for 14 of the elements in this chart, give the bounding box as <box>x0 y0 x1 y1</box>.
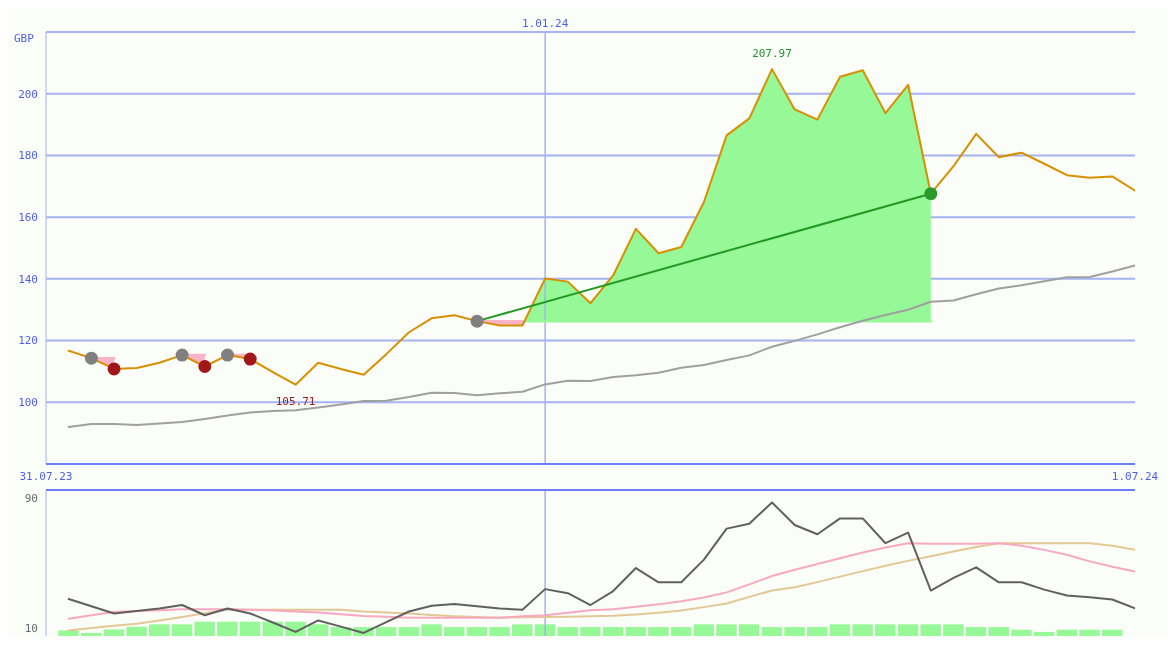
y-tick-label: 90 <box>24 492 38 506</box>
y-tick-label: 180 <box>18 149 38 163</box>
y-axis-title: GBP <box>14 31 35 45</box>
y-tick-label: 120 <box>18 334 38 348</box>
y-tick-label: 160 <box>18 211 38 225</box>
y-tick-label: 100 <box>18 396 38 410</box>
y-tick-label: 200 <box>18 87 38 101</box>
annotation: 207.97 <box>752 47 792 61</box>
y-tick-label: 10 <box>24 621 38 635</box>
x-tick-label: 31.07.23 <box>19 469 73 483</box>
x-tick-label: 1.07.24 <box>1111 469 1159 483</box>
annotation: 105.71 <box>275 394 316 408</box>
ref-line-label: 1.01.24 <box>521 17 569 30</box>
y-tick-label: 140 <box>18 272 38 286</box>
